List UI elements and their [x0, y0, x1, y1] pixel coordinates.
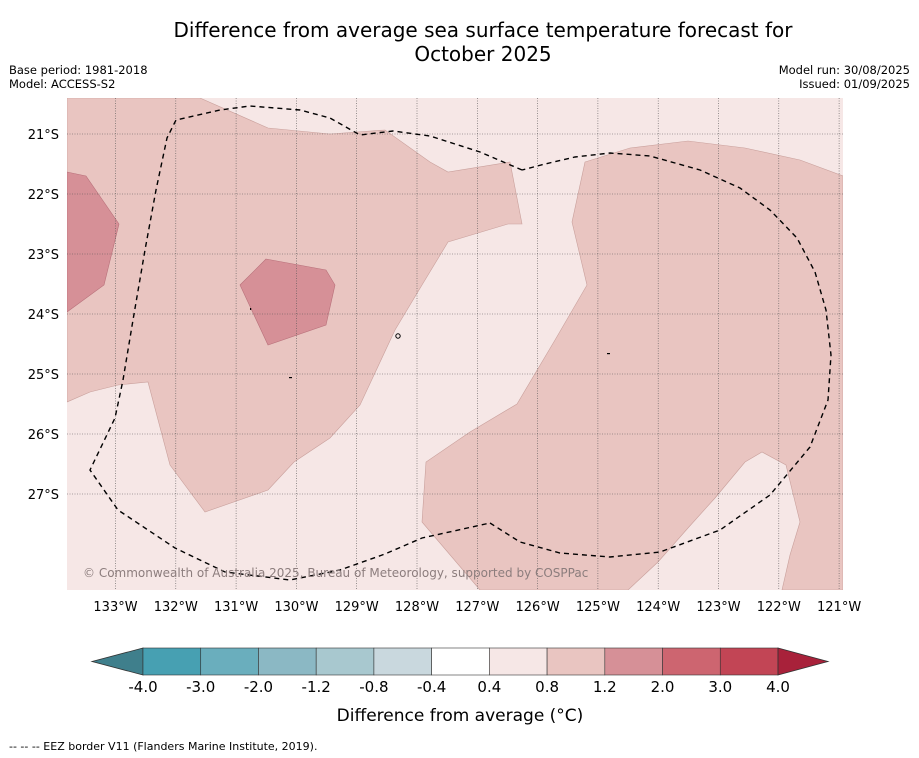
colorbar-tick-label: 0.8 [535, 678, 559, 696]
anomaly-region-1.2-2.0-center [239, 258, 336, 346]
colorbar-segment [142, 647, 202, 676]
colorbar-segment [431, 647, 490, 676]
colorbar-segment [662, 647, 721, 676]
colorbar-tick-label: 3.0 [708, 678, 732, 696]
longitude-label: 127°W [455, 600, 499, 615]
colorbar-tick-label: -0.8 [359, 678, 388, 696]
title-line-2: October 2025 [414, 42, 552, 66]
island-marker [289, 377, 292, 379]
title-line-1: Difference from average sea surface temp… [173, 18, 793, 42]
latitude-label: 21°S [28, 128, 59, 143]
map-panel: © Commonwealth of Australia 2025, Bureau… [67, 98, 843, 590]
island-marker [250, 308, 252, 310]
meta-right: Model run: 30/08/2025 Issued: 01/09/2025 [779, 63, 910, 91]
colorbar-segment [604, 647, 663, 676]
longitude-label: 123°W [696, 600, 740, 615]
anomaly-region-1.2-2.0-west-edge [67, 171, 120, 313]
eez-legend-footnote: -- -- -- EEZ border V11 (Flanders Marine… [9, 740, 318, 753]
colorbar: -4.0 -3.0 -2.0 -1.2 -0.8 -0.4 0.4 0.8 1.2 2.0 3.0 4… [90, 647, 830, 696]
latitude-labels: 21°S 22°S 23°S 24°S 25°S 26°S 27°S [28, 128, 59, 503]
meta-left: Base period: 1981-2018 Model: ACCESS-S2 [9, 63, 148, 91]
graticule [67, 98, 843, 590]
island-marker [607, 353, 610, 355]
longitude-label: 131°W [214, 600, 258, 615]
longitude-label: 128°W [395, 600, 439, 615]
longitude-label: 121°W [817, 600, 861, 615]
longitude-label: 129°W [335, 600, 379, 615]
colorbar-tick-label: 2.0 [651, 678, 675, 696]
colorbar-tick-label: -0.4 [417, 678, 446, 696]
issued-date: Issued: 01/09/2025 [799, 77, 910, 91]
map-title: Difference from average sea surface temp… [130, 18, 836, 66]
longitude-label: 130°W [274, 600, 318, 615]
model-name: Model: ACCESS-S2 [9, 77, 116, 91]
longitude-label: 125°W [576, 600, 620, 615]
longitude-label: 124°W [636, 600, 680, 615]
colorbar-tick-label: 0.4 [477, 678, 501, 696]
colorbar-tick-label: -1.2 [302, 678, 331, 696]
longitude-label: 133°W [93, 600, 137, 615]
colorbar-segment [258, 647, 317, 676]
latitude-label: 24°S [28, 308, 59, 323]
colorbar-segment [315, 647, 375, 676]
model-run: Model run: 30/08/2025 [778, 63, 910, 77]
latitude-label: 25°S [28, 368, 59, 383]
longitude-label: 122°W [757, 600, 801, 615]
colorbar-title: Difference from average (°C) [337, 706, 584, 726]
anomaly-region-0.8-1.2-east [421, 140, 843, 590]
island-marker [395, 333, 401, 339]
colorbar-tick-label: 4.0 [766, 678, 790, 696]
colorbar-segment [489, 647, 548, 676]
latitude-label: 27°S [28, 488, 59, 503]
base-period: Base period: 1981-2018 [9, 63, 148, 77]
latitude-label: 22°S [28, 188, 59, 203]
colorbar-segment [200, 647, 259, 676]
longitude-label: 132°W [154, 600, 198, 615]
colorbar-tick-label: 1.2 [593, 678, 617, 696]
copyright-text: © Commonwealth of Australia 2025, Bureau… [83, 566, 588, 580]
colorbar-tick-label: -3.0 [186, 678, 215, 696]
colorbar-segment [373, 647, 432, 676]
eez-border-pitcairn-east [489, 152, 832, 558]
colorbar-segment [546, 647, 606, 676]
colorbar-tick-label: -2.0 [244, 678, 273, 696]
latitude-label: 26°S [28, 428, 59, 443]
colorbar-extend-min [90, 647, 144, 676]
colorbar-extend-max [777, 647, 830, 676]
latitude-label: 23°S [28, 248, 59, 263]
longitude-label: 126°W [516, 600, 560, 615]
longitude-labels: 133°W 132°W 131°W 130°W 129°W 128°W 127°W 126°W… [93, 600, 861, 615]
colorbar-tick-label: -4.0 [128, 678, 157, 696]
colorbar-segment [719, 647, 779, 676]
